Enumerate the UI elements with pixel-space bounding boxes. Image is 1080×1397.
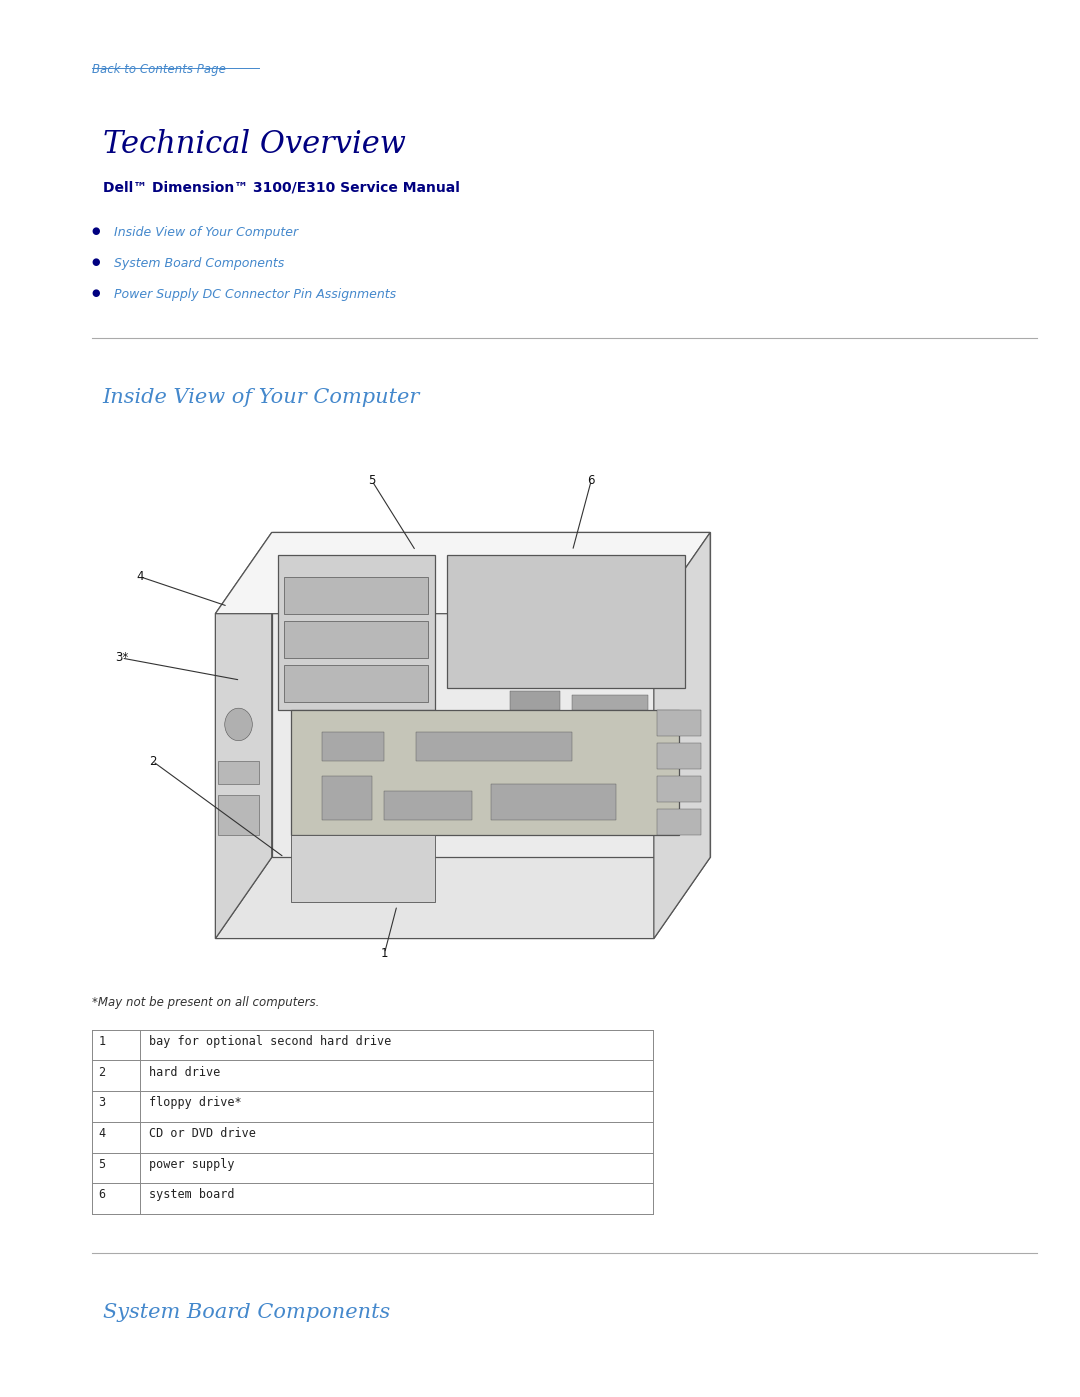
Bar — [657, 743, 701, 768]
Text: 3*: 3* — [114, 651, 129, 665]
Polygon shape — [447, 555, 685, 687]
Text: Technical Overview: Technical Overview — [103, 129, 405, 159]
Bar — [416, 732, 572, 761]
Text: 3: 3 — [98, 1097, 106, 1109]
Text: ●: ● — [92, 226, 100, 236]
Text: System Board Components: System Board Components — [114, 257, 285, 270]
Text: bay for optional second hard drive: bay for optional second hard drive — [149, 1035, 391, 1048]
Text: 6: 6 — [98, 1189, 106, 1201]
Text: floppy drive*: floppy drive* — [149, 1097, 242, 1109]
Bar — [218, 795, 259, 835]
Polygon shape — [291, 835, 434, 901]
Polygon shape — [278, 555, 434, 710]
Bar — [384, 791, 472, 820]
Text: 4: 4 — [136, 570, 144, 584]
Bar — [572, 694, 648, 710]
Text: 1: 1 — [381, 947, 388, 960]
Text: System Board Components: System Board Components — [103, 1303, 390, 1323]
Polygon shape — [215, 532, 711, 613]
Text: 2: 2 — [98, 1066, 106, 1078]
Polygon shape — [284, 665, 429, 703]
Text: Inside View of Your Computer: Inside View of Your Computer — [114, 226, 298, 239]
Text: Power Supply DC Connector Pin Assignments: Power Supply DC Connector Pin Assignment… — [114, 288, 396, 300]
Text: system board: system board — [149, 1189, 234, 1201]
Polygon shape — [284, 577, 429, 613]
Polygon shape — [291, 710, 679, 835]
Text: ●: ● — [92, 257, 100, 267]
Text: ●: ● — [92, 288, 100, 298]
Bar — [491, 784, 617, 820]
Polygon shape — [653, 532, 711, 939]
Polygon shape — [272, 532, 711, 858]
Text: Dell™ Dimension™ 3100/E310 Service Manual: Dell™ Dimension™ 3100/E310 Service Manua… — [103, 180, 459, 194]
Bar — [657, 809, 701, 835]
Text: power supply: power supply — [149, 1158, 234, 1171]
Text: Back to Contents Page: Back to Contents Page — [92, 63, 226, 75]
Text: hard drive: hard drive — [149, 1066, 220, 1078]
Text: 2: 2 — [149, 754, 157, 768]
Text: 4: 4 — [98, 1127, 106, 1140]
Polygon shape — [284, 622, 429, 658]
Text: 5: 5 — [368, 474, 376, 488]
Polygon shape — [215, 858, 711, 939]
Text: Inside View of Your Computer: Inside View of Your Computer — [103, 388, 420, 408]
Bar — [218, 761, 259, 784]
Bar — [322, 777, 372, 820]
Text: 5: 5 — [98, 1158, 106, 1171]
Bar — [510, 692, 559, 710]
Circle shape — [225, 708, 253, 740]
Polygon shape — [215, 532, 272, 939]
Bar — [657, 777, 701, 802]
Bar — [322, 732, 384, 761]
Bar — [657, 710, 701, 736]
Text: 1: 1 — [98, 1035, 106, 1048]
Text: CD or DVD drive: CD or DVD drive — [149, 1127, 256, 1140]
Text: 6: 6 — [588, 474, 595, 488]
Text: *May not be present on all computers.: *May not be present on all computers. — [92, 996, 320, 1009]
